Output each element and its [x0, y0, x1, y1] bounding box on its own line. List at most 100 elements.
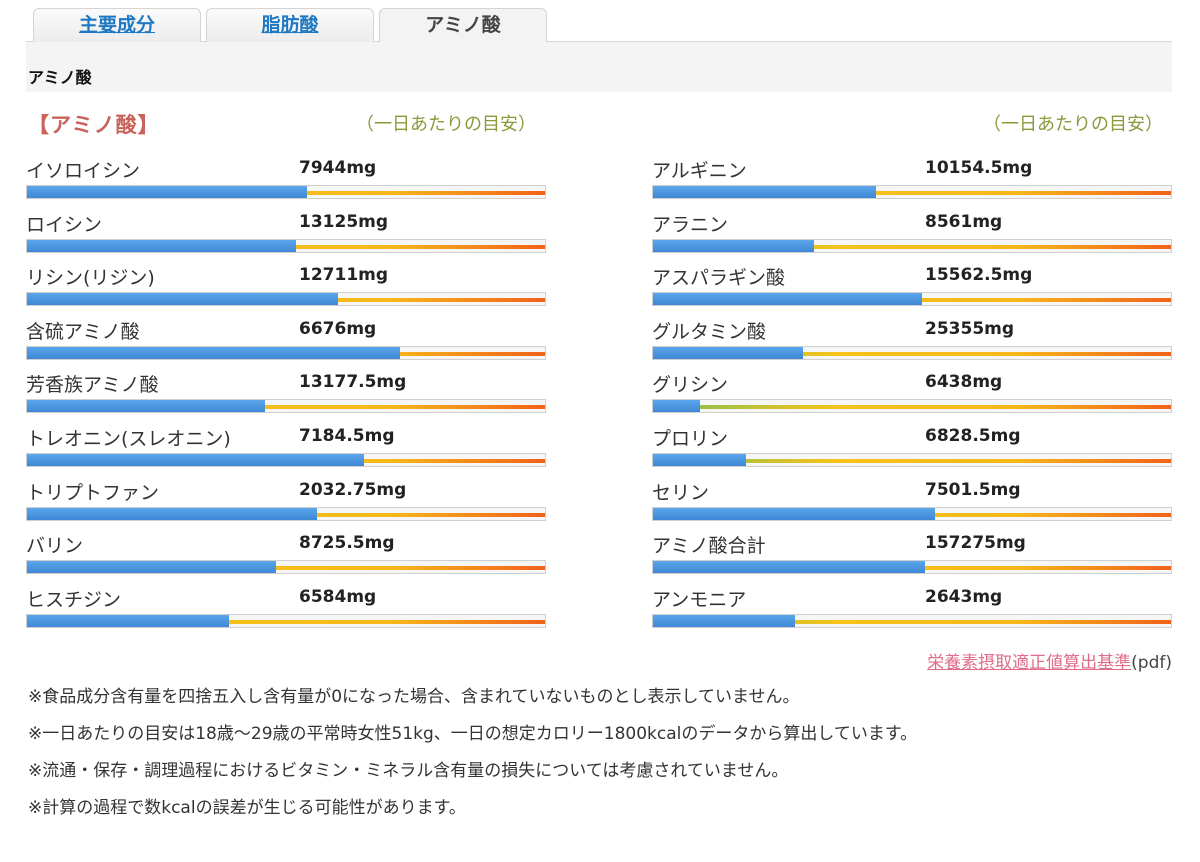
nutrient-row: バリン 8725.5mg	[26, 527, 546, 581]
progress-fill	[653, 400, 700, 413]
tab-main-components[interactable]: 主要成分	[33, 8, 201, 42]
nutrient-name: グリシン	[652, 374, 729, 397]
progress-bar	[652, 452, 1172, 467]
nutrient-row: アミノ酸合計 157275mg	[652, 527, 1172, 581]
progress-bar	[652, 399, 1172, 414]
nutrient-value: 2643mg	[925, 586, 1003, 607]
progress-fill	[653, 453, 747, 466]
nutrient-row: ヒスチジン 6584mg	[26, 581, 546, 635]
nutrient-name: アラニン	[652, 213, 729, 236]
progress-bar	[26, 238, 546, 253]
progress-bar	[652, 613, 1172, 628]
target-line	[653, 405, 1171, 410]
target-line	[27, 566, 545, 571]
nutrient-name: セリン	[652, 481, 710, 504]
progress-fill	[27, 507, 318, 520]
nutrient-name: アルギニン	[652, 160, 747, 182]
target-line	[653, 191, 1171, 195]
target-line	[27, 405, 545, 410]
nutrient-row: トレオニン(スレオニン) 7184.5mg	[26, 420, 546, 474]
nutrient-value: 10154.5mg	[925, 158, 1033, 178]
nutrient-value: 8725.5mg	[299, 533, 395, 554]
nutrient-value: 12711mg	[299, 265, 389, 286]
guide-label-left: （一日あたりの目安）	[356, 114, 536, 135]
progress-fill	[27, 293, 338, 306]
tab-amino-acids[interactable]: アミノ酸	[379, 8, 547, 43]
target-line	[653, 619, 1171, 624]
progress-bar	[652, 292, 1172, 307]
nutrient-value: 6828.5mg	[925, 425, 1021, 446]
nutrient-row: トリプトファン 2032.75mg	[26, 474, 546, 528]
nutrient-value: 7501.5mg	[925, 479, 1021, 500]
tab-fatty-acids[interactable]: 脂肪酸	[206, 8, 374, 42]
progress-fill	[653, 614, 796, 627]
nutrient-name: バリン	[26, 535, 84, 558]
progress-fill	[653, 561, 925, 574]
progress-fill	[27, 239, 297, 252]
progress-fill	[653, 346, 804, 359]
tab-amino-acids-label: アミノ酸	[425, 14, 501, 36]
progress-fill	[27, 453, 364, 466]
nutrient-name: 芳香族アミノ酸	[26, 374, 159, 397]
left-column: イソロイシン 7944mg ロイシン 13125mg リシン(リジン) 12711mg 含硫…	[26, 152, 546, 634]
nutrient-name: トリプトファン	[26, 481, 160, 504]
nutrient-name: アンモニア	[652, 588, 747, 611]
progress-bar	[26, 452, 546, 467]
note-1: ※食品成分含有量を四捨五入し含有量が0になった場合、含まれていないものとし表示し…	[28, 687, 800, 707]
nutrient-row: イソロイシン 7944mg	[26, 152, 546, 206]
target-line	[653, 458, 1171, 463]
nutrient-row: リシン(リジン) 12711mg	[26, 259, 546, 313]
nutrient-row: ロイシン 13125mg	[26, 206, 546, 260]
progress-bar	[26, 613, 546, 628]
pdf-link-row: 栄養素摂取適正値算出基準(pdf)	[927, 648, 1172, 673]
tab-bar: 主要成分 脂肪酸 アミノ酸	[26, 8, 1172, 43]
note-3: ※流通・保存・調理過程におけるビタミン・ミネラル含有量の損失については考慮されて…	[28, 761, 789, 781]
progress-bar	[652, 185, 1172, 199]
progress-bar	[26, 292, 546, 307]
progress-bar	[652, 506, 1172, 521]
progress-fill	[653, 186, 876, 198]
target-line	[27, 619, 545, 624]
progress-fill	[27, 346, 400, 359]
nutrient-value: 13177.5mg	[299, 372, 407, 393]
nutrient-value: 6584mg	[299, 586, 377, 607]
nutrient-row: プロリン 6828.5mg	[652, 420, 1172, 474]
progress-fill	[653, 239, 814, 252]
tab-main-components-link[interactable]: 主要成分	[78, 14, 155, 36]
nutrient-name: イソロイシン	[26, 160, 141, 182]
nutrient-row: グルタミン酸 25355mg	[652, 313, 1172, 367]
nutrient-value: 7944mg	[299, 158, 377, 178]
nutrient-name: リシン(リジン)	[26, 267, 155, 290]
nutrient-value: 13125mg	[299, 211, 389, 232]
guide-label-right: （一日あたりの目安）	[983, 114, 1163, 135]
nutrient-row: アラニン 8561mg	[652, 206, 1172, 260]
nutrient-value: 7184.5mg	[299, 425, 395, 446]
progress-fill	[653, 293, 923, 306]
progress-fill	[27, 186, 307, 198]
pdf-link[interactable]: 栄養素摂取適正値算出基準	[927, 653, 1132, 673]
progress-bar	[652, 238, 1172, 253]
nutrient-row: グリシン 6438mg	[652, 366, 1172, 420]
nutrient-value: 8561mg	[925, 211, 1003, 232]
progress-fill	[27, 614, 230, 627]
progress-bar	[26, 506, 546, 521]
nutrient-value: 25355mg	[925, 318, 1015, 339]
nutrient-row: アルギニン 10154.5mg	[652, 152, 1172, 206]
note-4: ※計算の過程で数kcalの誤差が生じる可能性があります。	[28, 798, 466, 818]
nutrient-value: 6438mg	[925, 372, 1003, 393]
target-line	[653, 351, 1171, 356]
nutrient-value: 6676mg	[299, 318, 377, 339]
progress-bar	[652, 345, 1172, 360]
progress-fill	[27, 400, 266, 413]
nutrient-name: アスパラギン酸	[652, 267, 786, 290]
right-column: アルギニン 10154.5mg アラニン 8561mg アスパラギン酸 15562.5mg…	[652, 152, 1172, 634]
nutrient-name: プロリン	[652, 427, 729, 450]
tab-fatty-acids-link[interactable]: 脂肪酸	[261, 14, 319, 36]
nutrient-value: 15562.5mg	[925, 265, 1033, 286]
nutrient-name: ロイシン	[26, 213, 103, 236]
nutrient-row: アスパラギン酸 15562.5mg	[652, 259, 1172, 313]
pdf-suffix: (pdf)	[1131, 653, 1172, 673]
progress-fill	[653, 507, 936, 520]
nutrient-row: セリン 7501.5mg	[652, 474, 1172, 528]
section-header: アミノ酸	[26, 42, 1172, 92]
